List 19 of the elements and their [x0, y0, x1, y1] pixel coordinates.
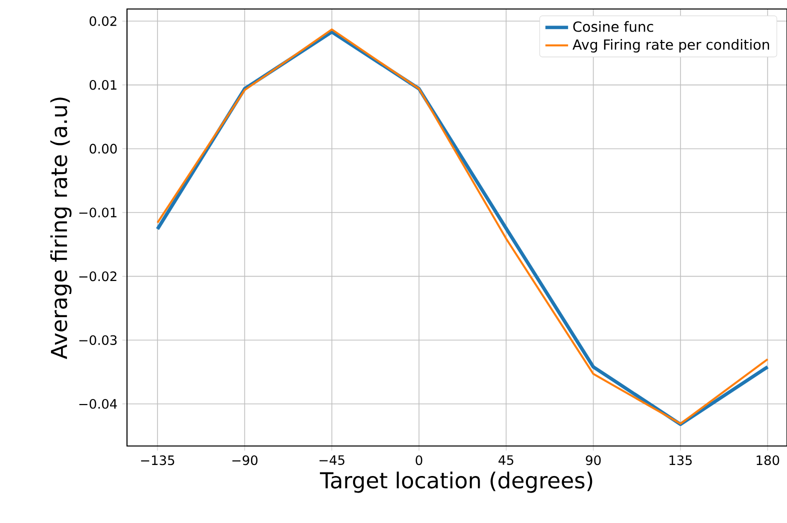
y-axis-title: Average firing rate (a.u)	[50, 98, 72, 360]
y-tick-label: 0.02	[90, 16, 116, 26]
x-tick-label: −90	[232, 455, 258, 466]
y-tick-label: −0.01	[79, 208, 116, 218]
x-tick-label: −45	[320, 455, 344, 465]
x-tick-label: 90	[586, 455, 601, 466]
legend-label: Cosine func	[573, 21, 654, 32]
x-tick-label: 135	[670, 455, 692, 466]
x-tick-label: 180	[756, 455, 780, 466]
legend-label: Avg Firing rate per condition	[572, 39, 770, 53]
x-axis-title: Target location (degrees)	[320, 472, 592, 493]
x-tick-label: 45	[498, 455, 514, 465]
y-tick-label: 0.00	[90, 144, 117, 154]
y-tick-label: −0.04	[79, 398, 117, 409]
x-tick-label: 0	[416, 455, 422, 466]
y-tick-label: −0.03	[79, 335, 117, 345]
y-tick-label: −0.02	[79, 271, 116, 282]
y-tick-label: 0.01	[90, 80, 116, 90]
x-tick-label: −135	[141, 455, 174, 466]
